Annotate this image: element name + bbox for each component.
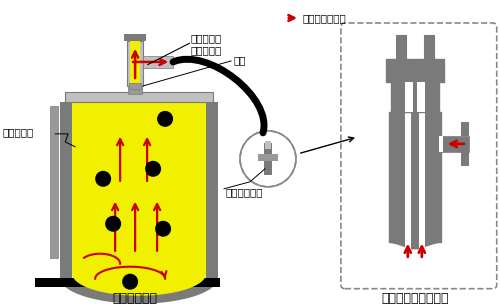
Bar [405, 82, 413, 112]
Circle shape [95, 171, 111, 187]
Bar [60, 102, 72, 278]
Bar [129, 83, 141, 89]
Bar [72, 102, 206, 274]
Text: 金網: 金網 [233, 55, 245, 65]
Text: 二重管ノズル拡大図: 二重管ノズル拡大図 [381, 292, 448, 305]
Bar [386, 59, 444, 82]
Circle shape [157, 111, 173, 127]
Bar [405, 242, 411, 267]
Bar [441, 136, 469, 152]
Bar [35, 278, 220, 287]
Polygon shape [72, 274, 206, 296]
Circle shape [145, 161, 161, 177]
Bar [143, 56, 173, 68]
Bar [258, 154, 278, 161]
Text: 個々に離散
した投射材: 個々に離散 した投射材 [190, 33, 222, 55]
Circle shape [122, 274, 138, 290]
Polygon shape [60, 278, 218, 304]
Text: 投射材タンク: 投射材タンク [112, 292, 158, 305]
Bar [264, 143, 272, 175]
Bar [65, 92, 213, 102]
FancyBboxPatch shape [341, 23, 496, 289]
Bar [405, 92, 411, 242]
Circle shape [240, 131, 296, 187]
Bar [417, 82, 425, 112]
Bar [419, 92, 425, 242]
Bar [128, 86, 142, 94]
Bar [127, 41, 143, 86]
Bar [130, 41, 140, 86]
Circle shape [155, 221, 171, 237]
Text: 微細粒投射材: 微細粒投射材 [225, 187, 262, 197]
Bar [439, 136, 443, 152]
Bar [424, 35, 434, 59]
Polygon shape [389, 242, 441, 249]
Bar [413, 112, 417, 242]
Text: ゴムボール: ゴムボール [2, 127, 34, 137]
Bar [50, 106, 58, 258]
Circle shape [105, 216, 121, 232]
Bar [389, 112, 441, 242]
Bar [396, 35, 406, 59]
Bar [391, 82, 439, 112]
Bar [265, 141, 271, 149]
Bar [461, 122, 469, 136]
Bar [419, 242, 425, 267]
Bar [461, 152, 469, 166]
Bar [206, 102, 218, 278]
Text: 圧縮空気の流れ: 圧縮空気の流れ [303, 13, 346, 23]
Bar [124, 34, 146, 41]
